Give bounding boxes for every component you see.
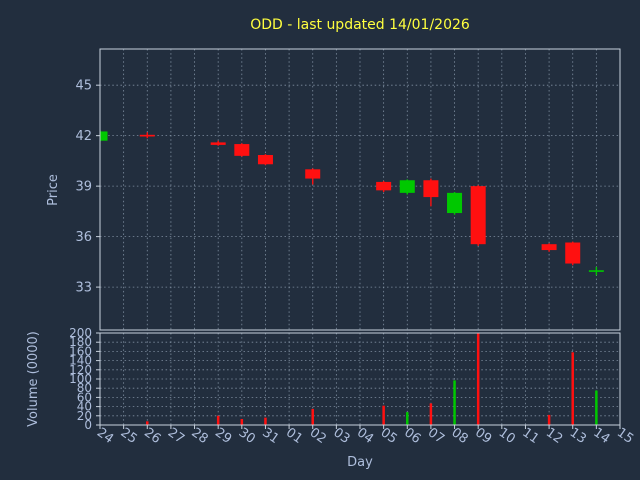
x-tick-label: 05: [378, 425, 400, 447]
grid-lines: [99, 49, 621, 426]
x-tick-label: 07: [425, 425, 447, 447]
price-tick-label: 36: [75, 230, 92, 245]
volume-bar-day-14: [595, 390, 598, 425]
volume-tick-label: 200: [69, 326, 92, 340]
candle-day-02: [305, 168, 321, 185]
candle-body: [541, 244, 557, 251]
volume-bar-day-13: [571, 352, 574, 425]
axis-ticks: 24 25 26 27 28 29 30 31 01 02 03 04 05 06 07 08 09 10 11 12…: [69, 79, 636, 447]
candle-day-24: [100, 130, 108, 142]
x-tick-label: 31: [259, 425, 281, 447]
volume-bar-day-12: [547, 414, 551, 425]
x-tick-label: 13: [567, 425, 589, 447]
volume-series: [146, 333, 598, 425]
candle-body: [305, 169, 321, 179]
volume-tick-label: 140: [69, 354, 92, 368]
x-tick-label: 09: [472, 425, 494, 447]
x-tick-label: 12: [543, 425, 565, 447]
x-tick-label: 15: [614, 425, 636, 447]
volume-tick-label: 180: [69, 335, 92, 349]
x-tick-label: 24: [94, 425, 116, 447]
candle-day-08: [447, 192, 463, 215]
x-tick-label: 29: [212, 425, 234, 447]
candle-body: [210, 142, 226, 145]
candle-body: [100, 131, 108, 141]
volume-tick-label: 60: [77, 390, 92, 404]
volume-tick-label: 100: [69, 372, 92, 386]
x-tick-label: 02: [307, 425, 329, 447]
volume-bar-day-07: [429, 403, 433, 425]
candle-day-12: [541, 243, 557, 252]
candle-day-09: [470, 185, 486, 246]
candle-day-26: [139, 132, 155, 139]
x-tick-label: 14: [590, 425, 612, 447]
candle-body: [234, 144, 250, 156]
volume-bar-day-08: [453, 380, 456, 425]
price-tick-label: 33: [75, 281, 92, 296]
x-tick-label: 01: [283, 425, 305, 447]
candle-body: [139, 134, 155, 137]
volume-tick-label: 40: [77, 400, 92, 414]
x-tick-label: 30: [236, 425, 258, 447]
volume-bar-day-05: [382, 405, 385, 425]
x-tick-label: 26: [141, 425, 163, 447]
candle-body: [399, 180, 415, 193]
volume-bar-day-06: [406, 412, 409, 425]
chart-title: ODD - last updated 14/01/2026: [250, 17, 470, 33]
price-tick-label: 39: [75, 180, 92, 195]
candle-body: [423, 180, 439, 198]
candle-day-07: [423, 178, 439, 207]
candle-day-13: [565, 241, 581, 266]
volume-bar-day-29: [216, 415, 220, 425]
x-tick-label: 10: [496, 425, 518, 447]
x-tick-label: 27: [165, 425, 187, 447]
x-tick-label: 03: [330, 425, 352, 447]
volume-tick-label: 120: [69, 363, 92, 377]
price-tick-label: 45: [75, 79, 92, 94]
volume-tick-label: 160: [69, 344, 92, 358]
volume-axis-label: Volume (0000): [26, 331, 41, 427]
candle-day-06: [399, 179, 415, 195]
price-plot-border: [99, 48, 621, 331]
candle-body: [565, 242, 581, 264]
x-tick-label: 08: [448, 425, 470, 447]
candle-day-30: [234, 143, 250, 157]
volume-bar-day-09: [476, 333, 480, 425]
volume-bar-day-31: [264, 417, 267, 425]
candle-body: [447, 192, 463, 214]
x-tick-label: 25: [118, 425, 140, 447]
volume-tick-label: 80: [77, 381, 92, 395]
price-tick-label: 42: [75, 129, 92, 144]
candle-body: [470, 186, 486, 245]
candle-series: [100, 130, 604, 276]
x-axis-label: Day: [347, 455, 373, 470]
x-tick-label: 28: [188, 425, 210, 447]
candle-body: [588, 270, 604, 272]
x-tick-label: 04: [354, 425, 376, 447]
candle-day-29: [210, 140, 226, 146]
candle-body: [257, 155, 273, 165]
candle-day-31: [257, 154, 273, 166]
price-axis-label: Price: [46, 174, 61, 206]
x-tick-label: 06: [401, 425, 423, 447]
candle-day-14: [588, 266, 604, 276]
volume-tick-label: 0: [84, 418, 92, 432]
volume-bar-day-30: [240, 419, 244, 425]
volume-bar-day-02: [311, 408, 314, 425]
candle-day-05: [376, 181, 392, 193]
candle-body: [376, 181, 392, 191]
volume-bar-day-26: [146, 421, 149, 425]
x-tick-label: 11: [519, 425, 541, 447]
volume-tick-label: 20: [77, 409, 92, 423]
